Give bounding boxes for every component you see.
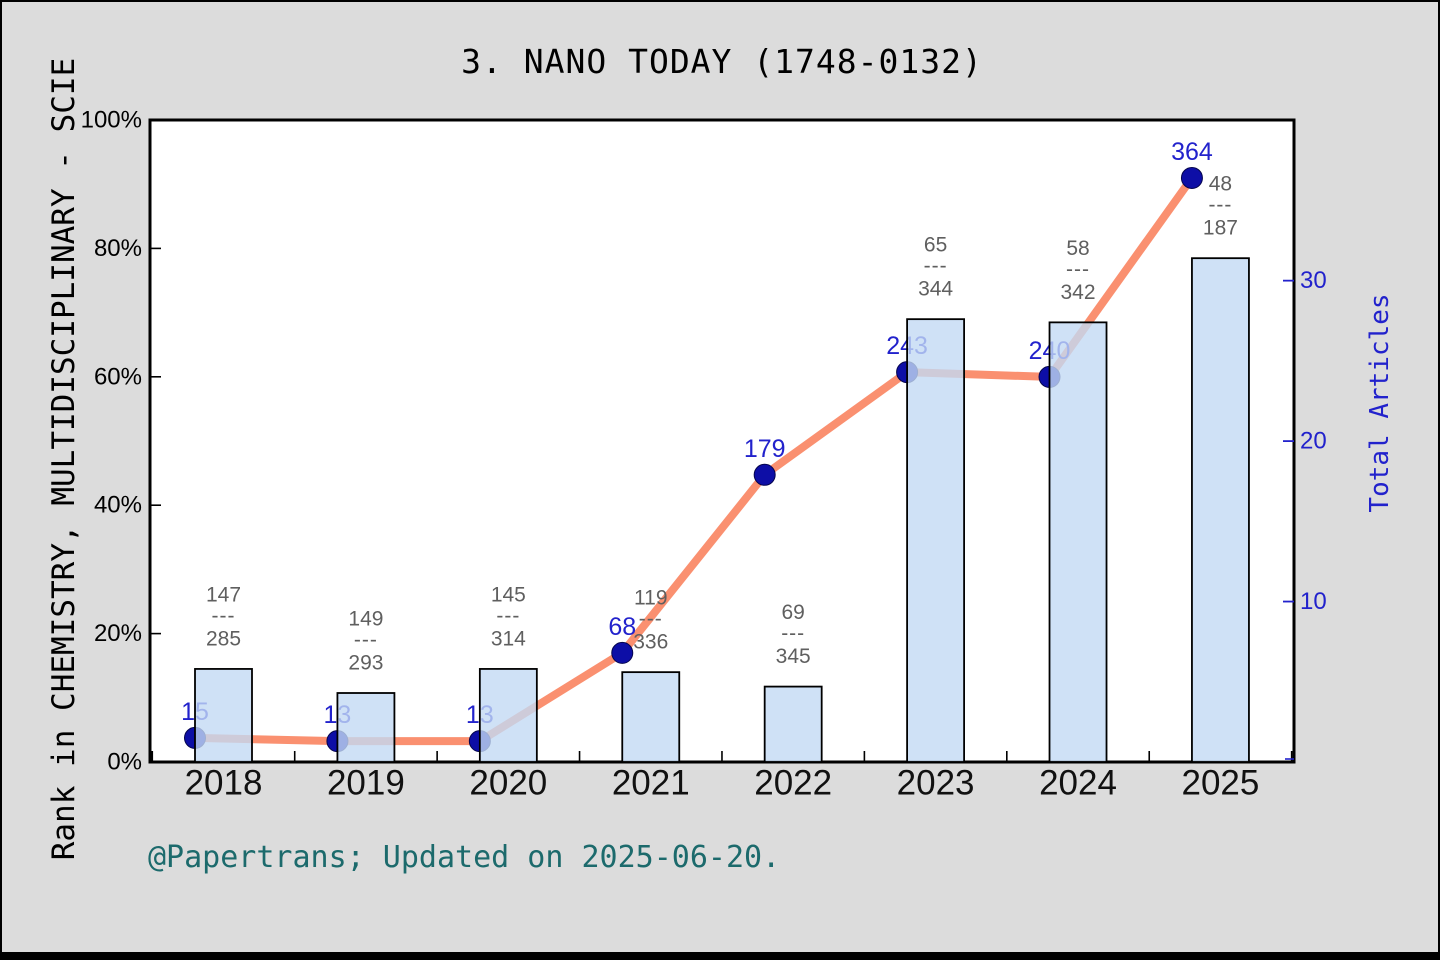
rank-fraction-bar-2018: --- [212, 604, 236, 627]
rank-fraction-num-2021: 119 [634, 587, 667, 610]
y-tick-label-right: 30 [1300, 267, 1327, 294]
bar-2024 [1048, 321, 1108, 763]
x-tick-label-2018: 2018 [185, 764, 263, 803]
rank-fraction-num-2024: 58 [1066, 237, 1089, 260]
rank-fraction-num-2019: 149 [348, 608, 383, 631]
x-tick-label-2025: 2025 [1182, 764, 1260, 803]
y-tick-label-left: 0% [107, 749, 142, 776]
x-tick-label-2021: 2021 [612, 764, 690, 803]
data-point-2021 [611, 641, 634, 664]
watermark-credit: @Papertrans; Updated on 2025-06-20. [148, 840, 781, 875]
y-tick-label-left: 100% [81, 107, 142, 134]
chart-title: 3. NANO TODAY (1748-0132) [461, 42, 983, 81]
rank-fraction-bar-2023: --- [924, 255, 948, 278]
rank-fraction-bar-2024: --- [1066, 258, 1090, 281]
data-point-2022 [753, 463, 776, 486]
y-tick-label-right: 20 [1300, 428, 1327, 455]
bar-2018 [194, 668, 253, 763]
rank-fraction-den-2024: 342 [1060, 281, 1095, 304]
x-tick-label-2022: 2022 [754, 764, 832, 803]
rank-fraction-den-2018: 285 [206, 627, 241, 650]
point-label-2025: 364 [1171, 138, 1213, 166]
rank-fraction-bar-2020: --- [496, 604, 520, 627]
x-tick-label-2020: 2020 [469, 764, 547, 803]
rank-fraction-bar-2025: --- [1208, 194, 1232, 217]
rank-fraction-den-2019: 293 [348, 652, 383, 675]
rank-fraction-den-2021: 336 [633, 631, 668, 654]
rank-fraction-den-2022: 345 [776, 645, 811, 668]
x-tick-label-2024: 2024 [1039, 764, 1117, 803]
point-label-2022: 179 [744, 435, 786, 463]
rank-fraction-bar-2021: --- [639, 608, 663, 631]
bar-2021 [621, 671, 681, 763]
bar-2019 [336, 692, 396, 763]
rank-fraction-den-2023: 344 [918, 278, 953, 301]
bar-2023 [906, 318, 965, 763]
rank-fraction-bar-2019: --- [354, 629, 378, 652]
data-point-2025 [1180, 166, 1203, 189]
bar-2025 [1191, 257, 1250, 763]
rank-fraction-bar-2022: --- [781, 622, 805, 645]
rank-fraction-num-2022: 69 [782, 601, 805, 624]
x-tick-label-2023: 2023 [897, 764, 975, 803]
rank-fraction-den-2020: 314 [491, 627, 526, 650]
rank-fraction-num-2025: 48 [1209, 173, 1232, 196]
y-tick-label-left: 80% [94, 235, 142, 262]
rank-fraction-den-2025: 187 [1203, 217, 1238, 240]
x-tick-label-2019: 2019 [327, 764, 405, 803]
plot-area [148, 118, 1296, 764]
point-label-2021: 68 [608, 613, 636, 641]
rank-fraction-num-2023: 65 [924, 234, 947, 257]
bar-2022 [763, 685, 823, 763]
y-tick-label-right: 10 [1300, 588, 1327, 615]
y-tick-label-left: 60% [94, 363, 142, 390]
rank-fraction-num-2020: 145 [491, 583, 526, 606]
bar-2020 [478, 668, 538, 763]
rank-fraction-num-2018: 147 [206, 583, 241, 606]
y-tick-label-left: 20% [94, 620, 142, 647]
y-tick-label-left: 40% [94, 492, 142, 519]
